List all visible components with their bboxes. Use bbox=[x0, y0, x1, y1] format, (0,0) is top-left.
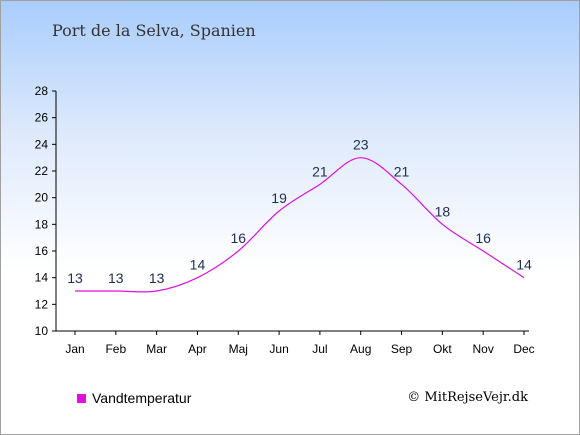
x-tick-label: Feb bbox=[105, 342, 126, 356]
data-label: 13 bbox=[108, 270, 124, 286]
y-tick-label: 10 bbox=[35, 324, 49, 338]
data-label: 21 bbox=[394, 163, 410, 179]
legend-label: Vandtemperatur bbox=[92, 390, 192, 406]
y-tick-label: 16 bbox=[35, 244, 49, 258]
y-tick-label: 28 bbox=[35, 84, 49, 98]
x-tick-label: Jan bbox=[65, 342, 84, 356]
y-tick-label: 18 bbox=[35, 217, 49, 231]
data-label: 23 bbox=[353, 137, 369, 153]
legend-swatch bbox=[77, 393, 86, 403]
chart-title: Port de la Selva, Spanien bbox=[52, 21, 256, 40]
x-tick-label: Apr bbox=[188, 342, 207, 356]
data-label: 13 bbox=[67, 270, 83, 286]
y-tick-label: 22 bbox=[35, 164, 49, 178]
x-tick-label: Nov bbox=[473, 342, 494, 356]
data-label: 19 bbox=[271, 190, 287, 206]
x-tick-label: Aug bbox=[350, 342, 371, 356]
legend: Vandtemperatur bbox=[77, 390, 191, 406]
data-label: 13 bbox=[149, 270, 165, 286]
data-label: 14 bbox=[516, 257, 532, 273]
y-tick-label: 24 bbox=[35, 137, 49, 151]
series-line-vandtemperatur bbox=[75, 157, 525, 293]
x-tick-label: Jul bbox=[312, 342, 327, 356]
y-tick-label: 26 bbox=[35, 111, 49, 125]
y-tick-label: 20 bbox=[35, 191, 49, 205]
y-tick-label: 14 bbox=[35, 271, 49, 285]
data-label: 14 bbox=[190, 257, 206, 273]
data-label: 16 bbox=[230, 230, 246, 246]
x-tick-label: Maj bbox=[229, 342, 248, 356]
x-tick-label: Okt bbox=[433, 342, 452, 356]
x-tick-label: Dec bbox=[513, 342, 534, 356]
data-label: 21 bbox=[312, 163, 328, 179]
x-tick-label: Sep bbox=[391, 342, 413, 356]
x-tick-label: Mar bbox=[146, 342, 167, 356]
data-label: 18 bbox=[435, 203, 451, 219]
y-tick-label: 12 bbox=[35, 297, 49, 311]
credit-text: © MitRejseVejr.dk bbox=[407, 390, 528, 405]
data-label: 16 bbox=[475, 230, 491, 246]
x-tick-label: Jun bbox=[269, 342, 288, 356]
